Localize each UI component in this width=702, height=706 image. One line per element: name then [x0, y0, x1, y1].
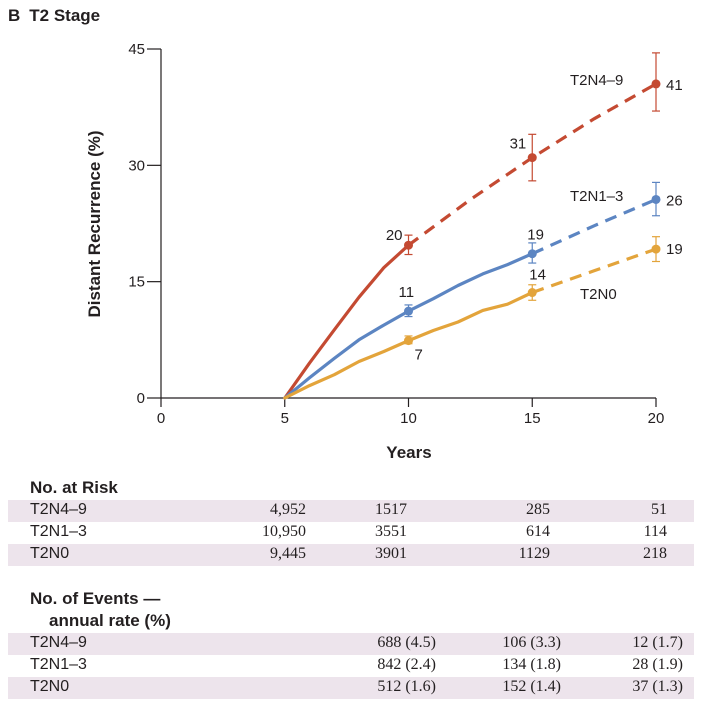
data-point — [404, 336, 413, 346]
chart-labels: 20 31 41 T2N4–9 11 19 26 T2N1–3 7 14 19 T2N0 — [386, 72, 683, 364]
at-risk-row-label: T2N0 — [30, 545, 70, 562]
x-tick-label: 20 — [648, 410, 665, 427]
events-row: T2N1–3 842 (2.4) 134 (1.8) 28 (1.9) — [8, 655, 694, 677]
events-row-label: T2N4–9 — [30, 634, 87, 651]
data-label: 19 — [527, 227, 544, 244]
events-cell: 106 (3.3) — [502, 634, 561, 651]
events-row: T2N4–9 688 (4.5) 106 (3.3) 12 (1.7) — [8, 633, 694, 655]
data-label: 7 — [415, 347, 423, 364]
events-cell: 134 (1.8) — [502, 656, 561, 673]
y-axis-label: Distant Recurrence (%) — [85, 130, 104, 317]
events-cell: 12 (1.7) — [632, 634, 683, 651]
data-point — [651, 244, 661, 254]
events-cell: 688 (4.5) — [377, 634, 436, 651]
panel-letter: B — [8, 6, 21, 25]
y-tick-label: 45 — [128, 41, 145, 58]
at-risk-row: T2N0 9,445 3901 1129 218 — [8, 544, 694, 566]
x-tick-label: 15 — [524, 410, 541, 427]
data-label: 14 — [529, 267, 546, 284]
x-tick-label: 5 — [281, 410, 289, 427]
at-risk-row: T2N4–9 4,952 1517 285 51 — [8, 500, 694, 522]
at-risk-cell: 285 — [526, 501, 550, 518]
at-risk-cell: 1517 — [375, 501, 407, 518]
data-point — [527, 153, 537, 163]
at-risk-cell: 114 — [643, 523, 667, 540]
data-point — [651, 79, 661, 89]
data-point — [527, 249, 537, 259]
at-risk-cell: 3901 — [375, 545, 407, 562]
events-row: T2N0 512 (1.6) 152 (1.4) 37 (1.3) — [8, 677, 694, 699]
events-cell: 37 (1.3) — [632, 678, 683, 695]
data-label: 11 — [399, 284, 415, 301]
x-tick-label: 0 — [157, 410, 165, 427]
events-cell: 512 (1.6) — [377, 678, 436, 695]
at-risk-cell: 9,445 — [270, 545, 306, 562]
data-label: 26 — [666, 192, 683, 209]
events-title-line1: No. of Events — — [30, 589, 161, 608]
data-label: 41 — [666, 77, 683, 94]
at-risk-cell: 10,950 — [262, 523, 306, 540]
data-label: 19 — [666, 241, 683, 258]
panel-title: B T2 Stage — [8, 6, 100, 26]
events-cell: 28 (1.9) — [632, 656, 683, 673]
data-point — [404, 306, 413, 316]
y-tick-label: 15 — [128, 274, 145, 291]
events-row-label: T2N0 — [30, 678, 70, 695]
data-point — [404, 240, 413, 250]
events-title-line2: annual rate (%) — [49, 611, 171, 630]
at-risk-cell: 3551 — [375, 523, 407, 540]
at-risk-cell: 4,952 — [270, 501, 306, 518]
series-line-solid — [283, 243, 411, 400]
series-end-label: T2N4–9 — [570, 72, 623, 89]
events-row-label: T2N1–3 — [30, 656, 87, 673]
series-end-label: T2N1–3 — [570, 188, 623, 205]
at-risk-cell: 218 — [643, 545, 667, 562]
x-axis-label: Years — [386, 443, 431, 462]
x-tick-label: 10 — [400, 410, 417, 427]
recurrence-chart: 0 15 30 45 0 5 10 15 20 20 31 41 T2N4–9 11 19 26 T2N1–3… — [85, 41, 683, 462]
data-point — [651, 194, 661, 204]
at-risk-title: No. at Risk — [30, 478, 118, 497]
events-cell: 152 (1.4) — [502, 678, 561, 695]
at-risk-cell: 51 — [651, 501, 667, 518]
panel-title-text: T2 Stage — [29, 6, 101, 25]
at-risk-row: T2N1–3 10,950 3551 614 114 — [8, 522, 694, 544]
at-risk-cell: 614 — [526, 523, 550, 540]
at-risk-cell: 1129 — [518, 545, 550, 562]
series-line-solid — [283, 252, 534, 400]
at-risk-row-label: T2N1–3 — [30, 523, 87, 540]
chart-series — [283, 52, 661, 400]
series-line-dashed — [531, 198, 657, 256]
y-tick-label: 0 — [137, 390, 145, 407]
chart-axes: 0 15 30 45 0 5 10 15 20 — [128, 41, 664, 427]
data-label: 31 — [510, 136, 527, 153]
y-tick-label: 30 — [128, 157, 145, 174]
events-cell: 842 (2.4) — [377, 656, 436, 673]
series-end-label: T2N0 — [580, 286, 617, 303]
series-line-dashed — [531, 247, 657, 295]
data-label: 20 — [386, 227, 403, 244]
data-point — [527, 288, 537, 298]
at-risk-row-label: T2N4–9 — [30, 501, 87, 518]
